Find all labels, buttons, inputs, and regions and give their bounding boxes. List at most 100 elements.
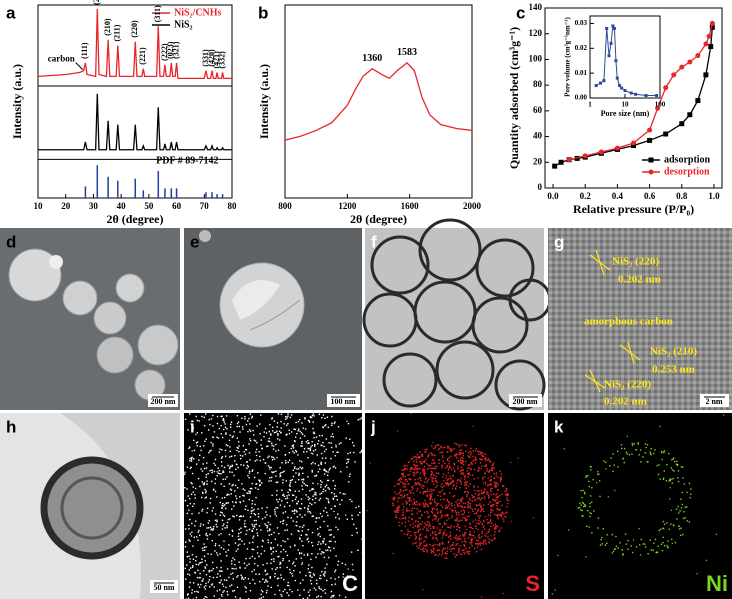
map-dot [221,483,222,484]
plot-frame [285,5,472,198]
map-dot [289,484,290,485]
map-dot [667,540,668,541]
map-dot [488,541,489,542]
map-dot [318,440,319,441]
map-dot [639,544,640,545]
map-dot [723,414,724,415]
map-dot [351,551,352,552]
map-dot [666,480,667,481]
map-dot [298,549,299,550]
map-dot [612,471,613,472]
map-dot [458,503,459,504]
map-dot [429,494,430,495]
map-dot [460,510,461,511]
map-dot [448,485,449,486]
map-dot [193,486,194,487]
map-dot [482,531,483,532]
map-dot [589,506,590,507]
map-dot [292,462,293,463]
map-dot [356,528,357,529]
map-dot [249,477,250,478]
map-dot [237,415,238,416]
map-dot [240,568,241,569]
map-dot [476,512,477,513]
map-dot [583,490,584,491]
map-dot [286,417,287,418]
map-dot [470,543,471,544]
map-dot [489,470,490,471]
map-dot [435,487,436,488]
map-dot [442,467,443,468]
map-dot [259,525,260,526]
map-dot [220,575,221,576]
map-dot [313,515,314,516]
map-dot [316,583,317,584]
map-dot [431,490,432,491]
data-point [647,138,652,143]
map-dot [334,493,335,494]
map-dot [452,449,453,450]
map-dot [202,509,203,510]
map-dot [449,536,450,537]
map-dot [449,549,450,550]
map-dot [307,508,308,509]
map-dot [203,543,204,544]
map-dot [256,520,257,521]
map-dot [636,546,637,547]
map-dot [407,531,408,532]
map-dot [493,504,494,505]
map-dot [314,475,315,476]
map-dot [428,454,429,455]
map-dot [416,545,417,546]
map-dot [270,576,271,577]
map-dot [218,473,219,474]
map-dot [309,511,310,512]
map-dot [661,452,662,453]
map-dot [289,489,290,490]
map-dot [431,473,432,474]
map-dot [362,418,363,419]
map-dot [227,568,228,569]
map-dot [590,495,591,496]
map-dot [462,472,463,473]
map-dot [449,457,450,458]
map-dot [581,510,582,511]
map-dot [412,543,413,544]
map-dot [394,497,395,498]
data-line [38,94,232,150]
map-dot [666,464,667,465]
map-dot [420,544,421,545]
map-dot [438,449,439,450]
map-dot [226,444,227,445]
map-dot [468,512,469,513]
map-dot [355,507,356,508]
y-tick-label: 0.03 [575,19,588,27]
map-dot [249,542,250,543]
map-dot [345,564,346,565]
map-dot [348,568,349,569]
map-dot [239,544,240,545]
map-dot [221,425,222,426]
map-dot [190,503,191,504]
map-dot [325,457,326,458]
map-dot [317,528,318,529]
map-dot [308,541,309,542]
map-dot [249,493,250,494]
map-dot [461,554,462,555]
map-dot [319,588,320,589]
map-dot [320,486,321,487]
map-dot [653,550,654,551]
map-dot [431,446,432,447]
map-dot [196,597,197,598]
map-dot [476,551,477,552]
map-dot [419,461,420,462]
map-dot [201,510,202,511]
map-dot [706,560,707,561]
map-dot [445,523,446,524]
map-dot [672,469,673,470]
map-dot [300,508,301,509]
map-dot [295,525,296,526]
map-dot [456,529,457,530]
map-dot [206,483,207,484]
map-dot [464,506,465,507]
